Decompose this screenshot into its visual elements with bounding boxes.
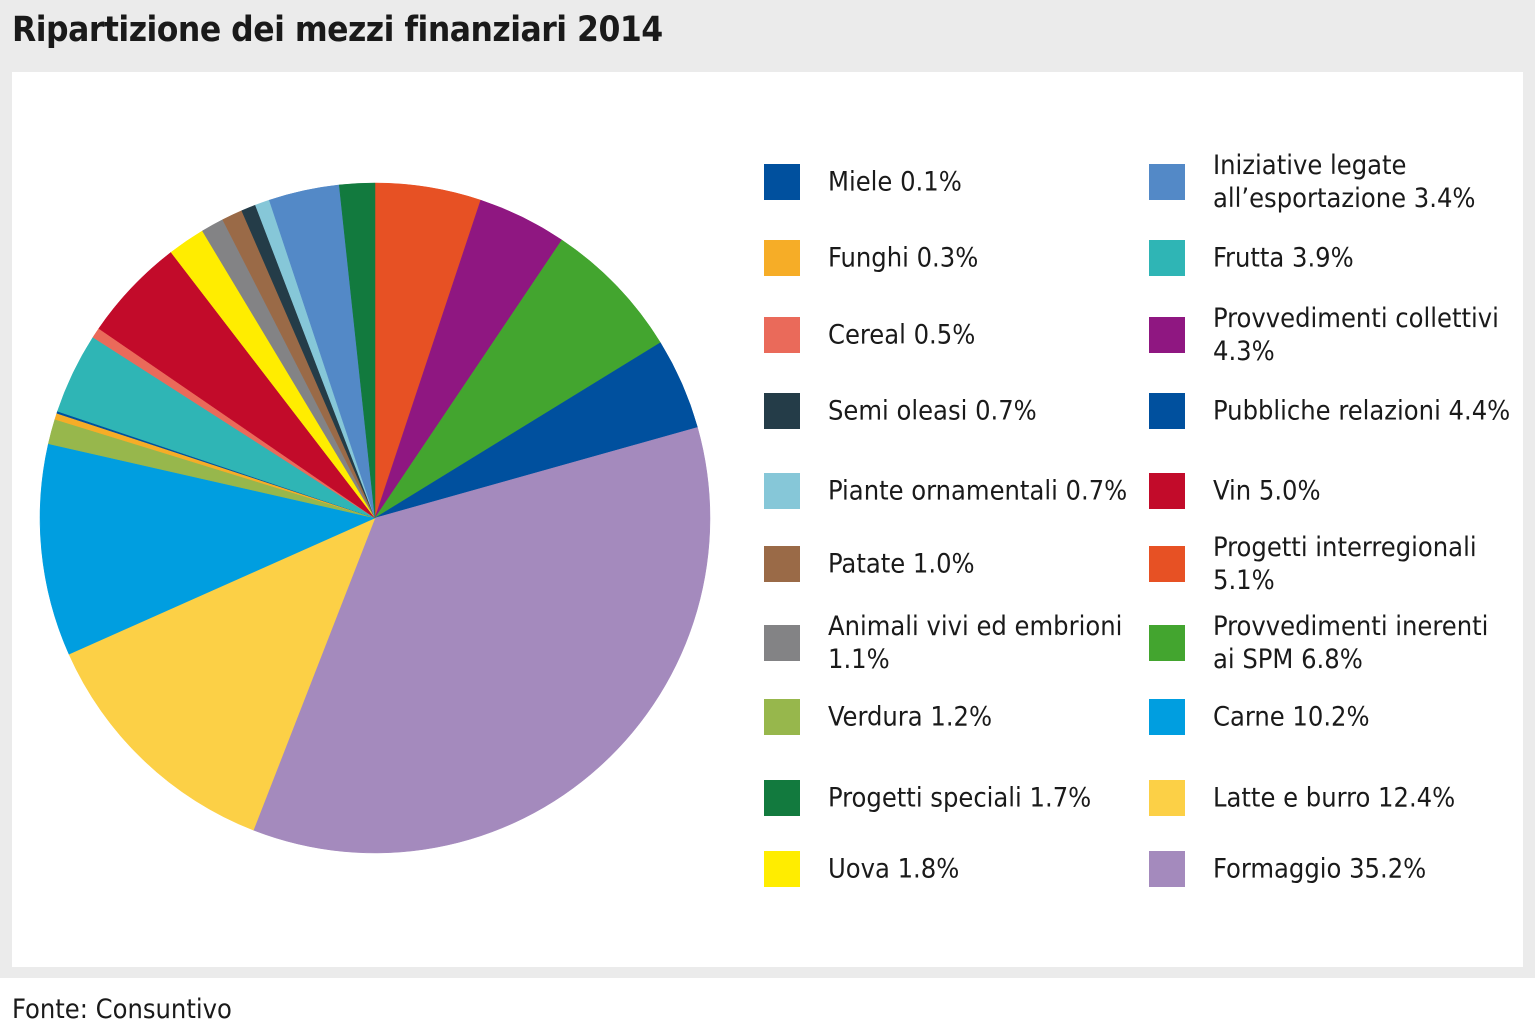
chart-title: Ripartizione dei mezzi finanziari 2014 [12,10,663,50]
legend-swatch [764,393,800,429]
legend-label: Funghi 0.3% [828,242,979,274]
legend-swatch [1149,699,1185,735]
legend-item-funghi: Funghi 0.3% [764,238,1134,278]
pie-chart [39,182,711,854]
legend-label: Progetti interregionali 5.1% [1213,532,1477,596]
legend-label: Verdura 1.2% [828,701,993,733]
chart-panel: Miele 0.1% Funghi 0.3% Cereal 0.5% Semi ole… [12,72,1523,967]
legend-item-progetti-speciali: Progetti speciali 1.7% [764,778,1134,818]
legend-label: Piante ornamentali 0.7% [828,475,1128,507]
legend-item-iniziative-legate-all-esportazione: Iniziative legate all’esportazione 3.4% [1149,150,1479,214]
legend-label: Provvedimenti inerenti ai SPM 6.8% [1213,611,1489,675]
legend-label: Vin 5.0% [1213,475,1321,507]
legend-swatch [764,780,800,816]
legend-label: Carne 10.2% [1213,701,1370,733]
legend-item-semi-oleasi: Semi oleasi 0.7% [764,391,1134,431]
pie-slice-latte-e-burro [68,517,376,831]
legend-swatch [1149,780,1185,816]
legend-label: Uova 1.8% [828,853,960,885]
legend-item-piante-ornamentali: Piante ornamentali 0.7% [764,471,1134,511]
legend-item-provvedimenti-inerenti-ai-spm: Provvedimenti inerenti ai SPM 6.8% [1149,611,1488,675]
source-note: Fonte: Consuntivo [12,994,232,1025]
legend-swatch [764,699,800,735]
legend-item-uova: Uova 1.8% [764,849,1134,889]
legend-item-pubbliche-relazioni: Pubbliche relazioni 4.4% [1149,391,1510,431]
legend-swatch [1149,393,1185,429]
legend-label: Latte e burro 12.4% [1213,782,1456,814]
legend-label: Provvedimenti collettivi 4.3% [1213,303,1499,367]
legend-swatch [764,164,800,200]
legend-swatch [1149,317,1185,353]
legend-item-vin: Vin 5.0% [1149,471,1479,511]
legend-item-verdura: Verdura 1.2% [764,697,1134,737]
legend-swatch [1149,851,1185,887]
legend-item-formaggio: Formaggio 35.2% [1149,849,1479,889]
legend-label: Semi oleasi 0.7% [828,395,1037,427]
pie-slice-formaggio [253,427,711,854]
legend-item-latte-e-burro: Latte e burro 12.4% [1149,778,1479,818]
legend-swatch [1149,473,1185,509]
legend-item-cereal: Cereal 0.5% [764,315,1134,355]
legend-swatch [764,546,800,582]
legend-item-carne: Carne 10.2% [1149,697,1479,737]
legend-item-miele: Miele 0.1% [764,162,1134,202]
legend-label: Pubbliche relazioni 4.4% [1213,395,1511,427]
legend-swatch [764,851,800,887]
legend-swatch [1149,546,1185,582]
pie-slice-provvedimenti-inerenti-ai-spm [374,239,661,519]
pie-slice-carne [39,443,376,655]
legend-item-patate: Patate 1.0% [764,544,1134,584]
legend-swatch [764,473,800,509]
legend-label: Formaggio 35.2% [1213,853,1427,885]
legend-label: Progetti speciali 1.7% [828,782,1092,814]
footer [0,978,1535,1030]
legend-swatch [1149,625,1185,661]
legend-label: Frutta 3.9% [1213,242,1354,274]
pie-slice-progetti-speciali [338,182,376,519]
legend-item-frutta: Frutta 3.9% [1149,238,1479,278]
legend-swatch [1149,240,1185,276]
legend-item-provvedimenti-collettivi: Provvedimenti collettivi 4.3% [1149,303,1499,367]
legend-item-animali-vivi-ed-embrioni: Animali vivi ed embrioni 1.1% [764,611,1134,675]
legend-swatch [764,240,800,276]
legend-label: Cereal 0.5% [828,319,976,351]
legend-label: Animali vivi ed embrioni 1.1% [828,611,1123,675]
legend-label: Iniziative legate all’esportazione 3.4% [1213,150,1476,214]
legend-label: Patate 1.0% [828,548,975,580]
legend-swatch [764,625,800,661]
legend-swatch [1149,164,1185,200]
legend-label: Miele 0.1% [828,166,962,198]
legend-item-progetti-interregionali: Progetti interregionali 5.1% [1149,532,1479,596]
legend-swatch [764,317,800,353]
